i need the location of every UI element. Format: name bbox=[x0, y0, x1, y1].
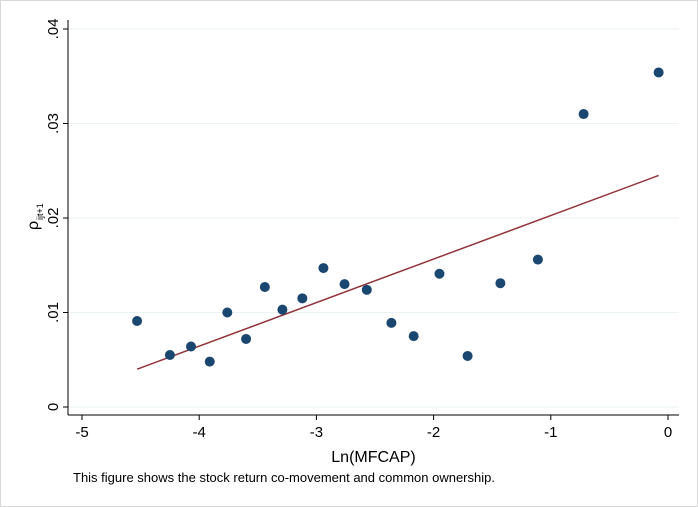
data-point bbox=[495, 278, 506, 289]
data-points bbox=[132, 67, 664, 367]
data-point bbox=[318, 263, 329, 274]
y-tick-label: .01 bbox=[45, 302, 62, 323]
data-point bbox=[408, 331, 419, 342]
fit-line bbox=[136, 174, 659, 370]
data-point bbox=[386, 317, 397, 328]
data-point bbox=[578, 109, 589, 120]
x-tick-label: 0 bbox=[664, 424, 672, 441]
y-tick-label: 0 bbox=[45, 403, 62, 411]
data-point bbox=[361, 284, 372, 295]
x-tick-label: -4 bbox=[193, 424, 206, 441]
data-point bbox=[222, 307, 233, 318]
y-tick-label: .04 bbox=[45, 19, 62, 40]
x-tick-label: -5 bbox=[75, 424, 88, 441]
data-point bbox=[164, 350, 175, 361]
data-point bbox=[259, 281, 270, 292]
y-tick-label: .03 bbox=[45, 113, 62, 134]
data-point bbox=[462, 350, 473, 361]
data-point bbox=[532, 254, 543, 265]
data-point bbox=[241, 333, 252, 344]
data-point bbox=[185, 341, 196, 352]
figure-caption: This figure shows the stock return co-mo… bbox=[73, 470, 495, 485]
y-tick-label: .02 bbox=[45, 208, 62, 229]
x-tick-label: -3 bbox=[310, 424, 323, 441]
grid-lines bbox=[68, 28, 679, 408]
y-ticks: 0 .01 .02 .03 .04 bbox=[45, 19, 68, 411]
data-point bbox=[277, 304, 288, 315]
y-axis-title-subscript: ijt+1 bbox=[35, 203, 45, 220]
data-point bbox=[653, 67, 664, 78]
data-point bbox=[434, 268, 445, 279]
data-point bbox=[297, 293, 308, 304]
x-tick-label: -1 bbox=[544, 424, 557, 441]
x-axis-title: Ln(MFCAP) bbox=[331, 449, 415, 466]
data-point bbox=[132, 316, 143, 327]
y-axis-title-symbol: ρ bbox=[25, 221, 42, 230]
y-axis-title: ρ ijt+1 bbox=[25, 203, 45, 230]
data-point bbox=[204, 356, 215, 367]
x-ticks: -5 -4 -3 -2 -1 0 bbox=[75, 415, 672, 441]
data-point bbox=[339, 279, 350, 290]
x-tick-label: -2 bbox=[427, 424, 440, 441]
